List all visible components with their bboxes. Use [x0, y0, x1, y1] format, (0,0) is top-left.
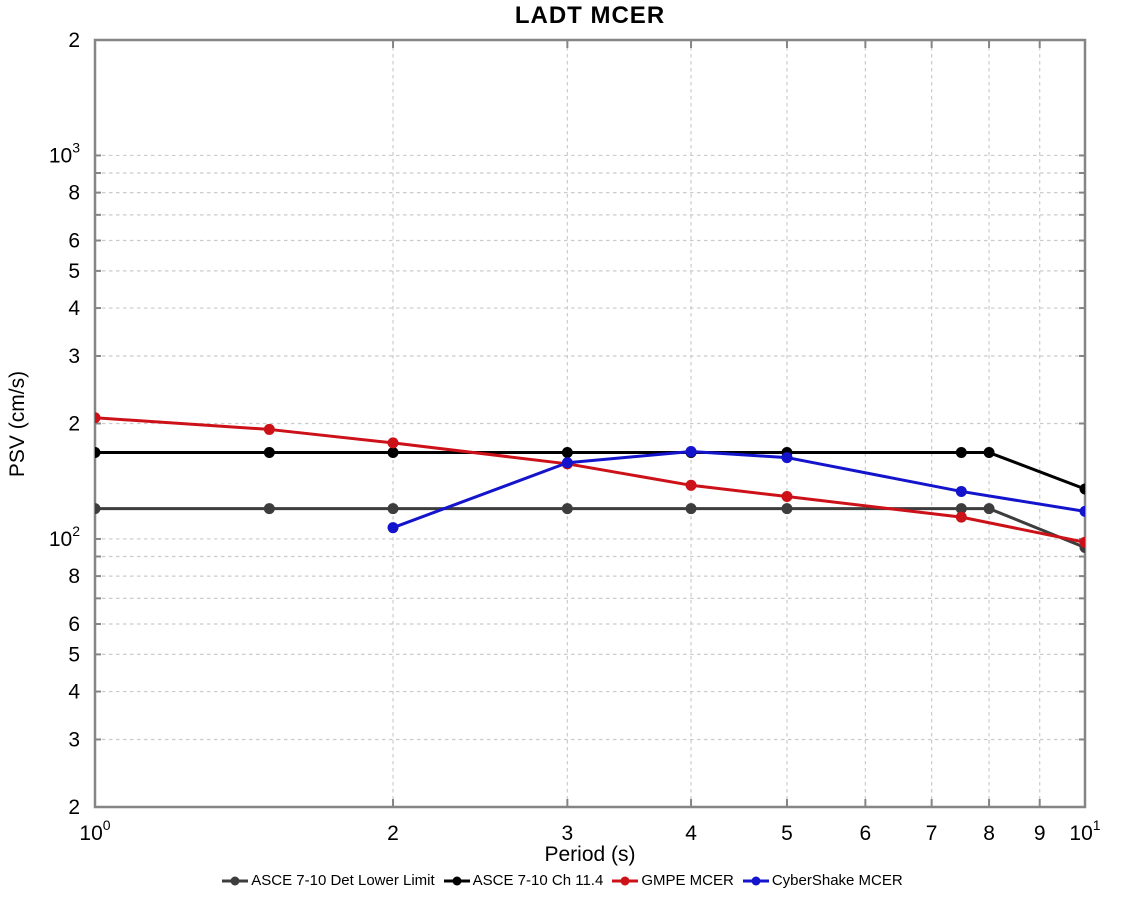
y-axis-title: PSV (cm/s): [6, 370, 29, 478]
series-marker-asce-7-10-det-lower-limit: [955, 503, 967, 515]
series-marker-asce-7-10-ch-11-4: [387, 447, 399, 459]
legend-label: CyberShake MCER: [771, 872, 903, 889]
series-marker-cybershake-mcer: [685, 446, 697, 458]
series-marker-asce-7-10-det-lower-limit: [983, 503, 995, 515]
tick-label: 5: [781, 822, 793, 845]
series-marker-gmpe-mcer: [685, 479, 697, 491]
series-marker-gmpe-mcer: [95, 412, 101, 424]
tick-label: 100: [79, 817, 110, 845]
series-marker-cybershake-mcer: [561, 457, 573, 469]
series-marker-cybershake-mcer: [387, 522, 399, 534]
legend-line-marker-icon: [742, 876, 769, 885]
series-marker-asce-7-10-ch-11-4: [561, 447, 573, 459]
legend-line-marker-icon: [612, 876, 639, 885]
tick-label: 4: [685, 822, 697, 845]
tick-label: 3: [68, 345, 80, 368]
series-marker-gmpe-mcer: [263, 423, 275, 435]
series-marker-cybershake-mcer: [955, 485, 967, 497]
series-marker-asce-7-10-det-lower-limit: [781, 503, 793, 515]
series-marker-gmpe-mcer: [781, 491, 793, 503]
tick-label: 6: [68, 230, 80, 253]
tick-label: 102: [49, 523, 80, 551]
series-marker-asce-7-10-ch-11-4: [1079, 483, 1085, 495]
tick-label: 4: [68, 681, 80, 704]
series-marker-asce-7-10-det-lower-limit: [685, 503, 697, 515]
series-marker-asce-7-10-ch-11-4: [955, 447, 967, 459]
x-axis-title: Period (s): [544, 843, 636, 866]
series-marker-cybershake-mcer: [781, 452, 793, 464]
series-marker-gmpe-mcer: [955, 511, 967, 523]
tick-label: 5: [68, 260, 80, 283]
series-group: [95, 412, 1085, 553]
tick-label: 2: [68, 796, 80, 819]
legend-label: ASCE 7-10 Det Lower Limit: [251, 872, 435, 889]
tick-label: 6: [68, 613, 80, 636]
tick-label: 2: [387, 822, 399, 845]
tick-label: 5: [68, 643, 80, 666]
tick-label: 4: [68, 297, 80, 320]
tick-label: 3: [68, 728, 80, 751]
tick-label: 3: [562, 822, 574, 845]
chart-title: LADT MCER: [514, 2, 666, 29]
legend-label: ASCE 7-10 Ch 11.4: [472, 872, 604, 889]
legend-line-marker-icon: [443, 876, 470, 885]
series-marker-gmpe-mcer: [1079, 536, 1085, 548]
tick-label: 8: [68, 182, 80, 205]
series-line-gmpe-mcer: [95, 416, 1085, 544]
series-marker-asce-7-10-det-lower-limit: [95, 503, 101, 515]
tick-label: 2: [68, 29, 80, 52]
series-marker-asce-7-10-ch-11-4: [263, 447, 275, 459]
series-marker-asce-7-10-det-lower-limit: [387, 503, 399, 515]
legend-item-cybershake-mcer: CyberShake MCER: [742, 872, 903, 889]
series-marker-asce-7-10-ch-11-4: [983, 447, 995, 459]
tick-label: 103: [49, 139, 80, 167]
series-marker-asce-7-10-det-lower-limit: [263, 503, 275, 515]
tick-label: 6: [860, 822, 872, 845]
legend-label: GMPE MCER: [641, 872, 734, 889]
chart-legend: ASCE 7-10 Det Lower Limit ASCE 7-10 Ch 11…: [0, 872, 1125, 889]
legend-line-marker-icon: [222, 876, 249, 885]
series-line-asce-7-10-ch-11-4: [95, 451, 1085, 491]
series-marker-cybershake-mcer: [1079, 505, 1085, 517]
tick-label: 8: [983, 822, 995, 845]
tick-label: 101: [1069, 817, 1100, 845]
legend-item-gmpe-mcer: GMPE MCER: [612, 872, 734, 889]
grid: [95, 40, 1085, 807]
tick-label: 2: [68, 413, 80, 436]
series-marker-asce-7-10-det-lower-limit: [561, 503, 573, 515]
series-marker-asce-7-10-ch-11-4: [95, 447, 101, 459]
tick-label: 9: [1034, 822, 1046, 845]
tick-label: 8: [68, 565, 80, 588]
series-marker-gmpe-mcer: [387, 437, 399, 449]
series-line-cybershake-mcer: [391, 450, 1085, 530]
tick-label: 7: [926, 822, 938, 845]
legend-item-asce-7-10-det-lower-limit: ASCE 7-10 Det Lower Limit: [222, 872, 435, 889]
legend-item-asce-7-10-ch-11-4: ASCE 7-10 Ch 11.4: [443, 872, 604, 889]
